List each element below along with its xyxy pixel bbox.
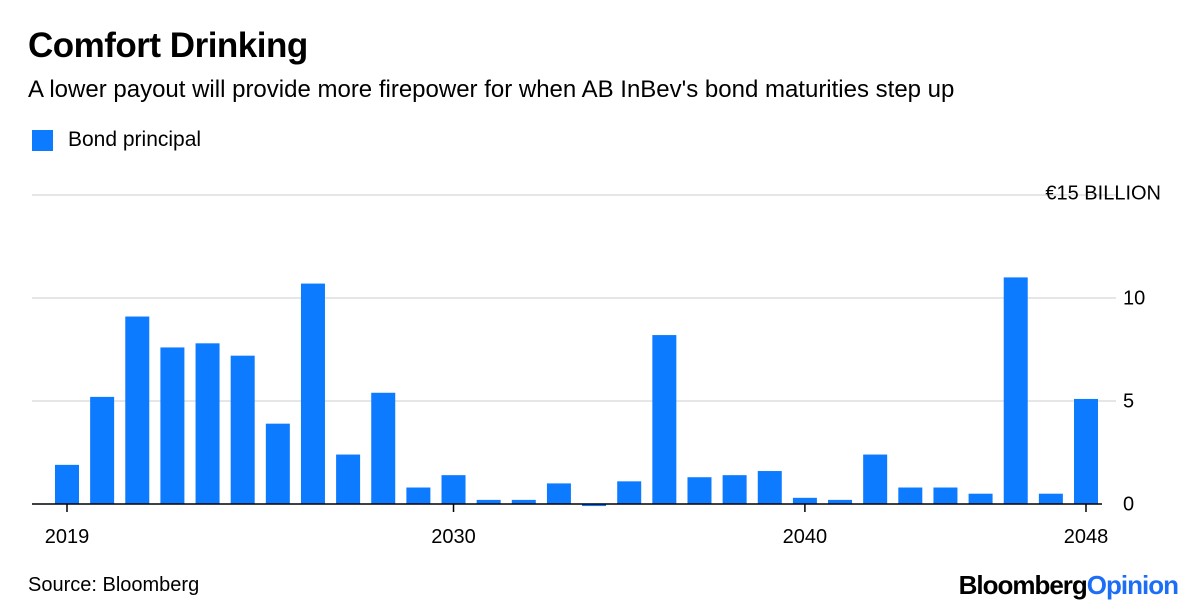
bar (1003, 277, 1028, 504)
bar (968, 493, 993, 504)
bar (336, 454, 361, 504)
bar (792, 497, 817, 504)
bar (546, 483, 571, 504)
bar (265, 423, 290, 504)
bar (757, 471, 782, 504)
brand-logo-part2: Opinion (1086, 570, 1179, 600)
bar (125, 316, 150, 504)
bar (160, 347, 185, 504)
bar (441, 475, 466, 504)
legend-label: Bond principal (68, 128, 202, 151)
bar (90, 396, 115, 504)
y-tick-label: 0 (1123, 493, 1134, 515)
x-tick-label: 2040 (783, 526, 828, 548)
brand-logo: BloombergOpinion (958, 570, 1179, 601)
legend-swatch (32, 129, 53, 151)
bar (687, 477, 712, 504)
bar (722, 475, 747, 504)
bar (933, 487, 958, 504)
bar (652, 335, 677, 504)
chart-subtitle: A lower payout will provide more firepow… (28, 76, 955, 103)
chart-title: Comfort Drinking (28, 26, 308, 65)
brand-logo-part1: Bloomberg (958, 570, 1088, 600)
bar (195, 343, 220, 504)
bar (863, 454, 888, 504)
bar (1038, 493, 1063, 504)
y-tick-label: 10 (1123, 287, 1145, 309)
y-tick-label: €15 BILLION (1045, 182, 1161, 204)
bar (898, 487, 923, 504)
x-tick-label: 2048 (1064, 526, 1109, 548)
bar (476, 499, 501, 504)
source-note: Source: Bloomberg (28, 574, 200, 596)
bar (617, 481, 642, 504)
bar (511, 499, 536, 504)
bar (371, 392, 396, 504)
x-tick-label: 2030 (431, 526, 476, 548)
bar (300, 283, 325, 504)
bar (230, 355, 255, 504)
bar (828, 499, 853, 504)
bar (55, 464, 79, 504)
x-tick-label: 2019 (45, 526, 90, 548)
y-tick-label: 5 (1123, 390, 1134, 412)
bar (1074, 398, 1098, 504)
legend: Bond principal (32, 128, 201, 152)
bar (582, 504, 607, 507)
bar (406, 487, 431, 504)
